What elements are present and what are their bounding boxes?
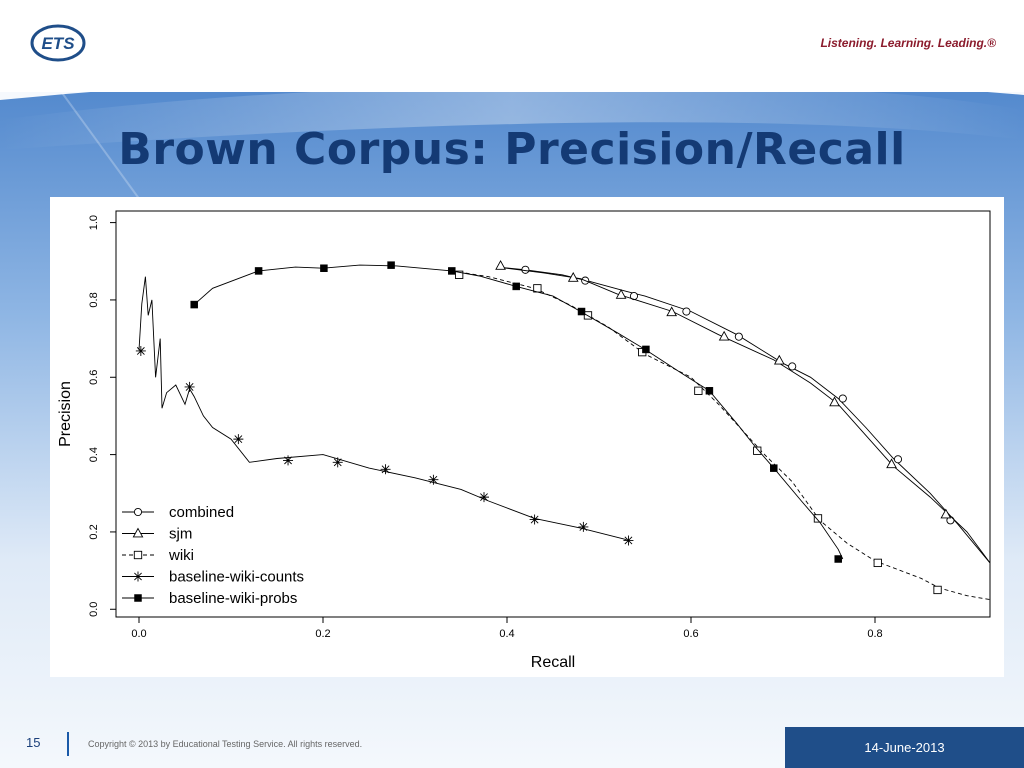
series-line-wiki: [451, 270, 990, 601]
legend-label: combined: [169, 504, 234, 521]
series-marker-baseline-wiki-probs: [834, 555, 842, 563]
series-marker-sjm: [567, 271, 579, 282]
x-tick-label: 0.6: [683, 628, 698, 640]
legend-marker: [133, 571, 143, 582]
slide-title: Brown Corpus: Precision/Recall: [118, 124, 906, 175]
series-marker-baseline-wiki-probs: [254, 267, 263, 275]
legend-marker: [132, 527, 144, 538]
precision-recall-chart: 0.0 0.2 0.4 0.6 0.8 0.0 0.2 0.4 0.6 0.8 1.0 Recall P…: [57, 210, 991, 671]
y-tick-label: 0.4: [88, 447, 100, 462]
ets-logo: ETS: [30, 24, 86, 62]
legend-label: wiki: [168, 547, 194, 564]
series-marker-sjm: [666, 306, 678, 317]
series-marker-wiki: [753, 446, 762, 455]
series-marker-combined: [682, 307, 691, 316]
legend-label: baseline-wiki-probs: [169, 590, 297, 607]
page-number: 15: [26, 735, 41, 750]
series-marker-wiki: [933, 585, 942, 595]
series-marker-baseline-wiki-counts: [233, 434, 244, 445]
series-marker-baseline-wiki-counts: [428, 474, 439, 485]
series-marker-baseline-wiki-counts: [380, 464, 391, 475]
series-marker-sjm: [615, 288, 627, 299]
series-marker-baseline-wiki-probs: [642, 345, 650, 354]
series-marker-baseline-wiki-counts: [479, 492, 489, 503]
legend-marker: [133, 550, 143, 560]
series-marker-sjm: [886, 458, 897, 469]
series-marker-combined: [838, 394, 847, 403]
series-marker-sjm: [829, 396, 840, 407]
series-marker-sjm: [773, 354, 785, 365]
x-tick-label: 0.2: [315, 628, 330, 640]
series-marker-baseline-wiki-probs: [190, 300, 198, 309]
x-tick-label: 0.0: [131, 628, 146, 640]
series-line-sjm: [497, 266, 990, 564]
x-tick-label: 0.4: [499, 628, 514, 640]
series-marker-wiki: [455, 270, 464, 279]
y-tick-label: 1.0: [88, 215, 100, 230]
tagline: Listening. Learning. Leading.®: [820, 36, 996, 50]
series-marker-baseline-wiki-counts: [578, 521, 589, 532]
series-marker-baseline-wiki-counts: [283, 455, 294, 466]
series-marker-baseline-wiki-probs: [577, 307, 586, 316]
series-marker-baseline-wiki-probs: [770, 464, 778, 472]
plot-frame: [115, 210, 991, 618]
series-marker-baseline-wiki-counts: [135, 345, 146, 356]
series-marker-combined: [788, 362, 797, 371]
series-marker-baseline-wiki-counts: [332, 457, 343, 468]
series-marker-baseline-wiki-probs: [320, 264, 328, 272]
series-marker-wiki: [873, 558, 882, 568]
series-line-combined: [497, 266, 990, 564]
series-marker-baseline-wiki-counts: [623, 535, 634, 546]
series-marker-baseline-wiki-probs: [705, 387, 714, 395]
series-marker-baseline-wiki-counts: [529, 514, 540, 525]
x-tick-label: 0.8: [867, 628, 882, 640]
y-tick-label: 0.6: [88, 370, 100, 385]
series-marker-wiki: [813, 514, 823, 523]
chart-panel: 0.0 0.2 0.4 0.6 0.8 0.0 0.2 0.4 0.6 0.8 1.0 Recall P…: [50, 197, 1004, 677]
series-marker-combined: [521, 265, 530, 274]
series-marker-baseline-wiki-probs: [512, 282, 520, 291]
y-axis-label: Precision: [57, 381, 74, 447]
series-line-baseline-wiki-probs: [193, 264, 844, 560]
y-tick-label: 0.2: [88, 524, 100, 539]
y-tick-label: 0.0: [88, 602, 100, 617]
series-marker-combined: [893, 455, 903, 464]
series-marker-sjm: [495, 259, 506, 270]
footer-divider: [67, 732, 69, 756]
legend-marker: [133, 507, 143, 517]
series-marker-sjm: [718, 330, 730, 341]
series-marker-baseline-wiki-counts: [184, 381, 195, 392]
series-marker-baseline-wiki-probs: [448, 267, 456, 275]
legend-label: sjm: [169, 526, 192, 543]
logo-text: ETS: [41, 34, 75, 53]
copyright-text: Copyright © 2013 by Educational Testing …: [88, 739, 363, 749]
series-marker-combined: [734, 332, 743, 341]
series-marker-baseline-wiki-probs: [387, 261, 395, 269]
series-marker-sjm: [940, 508, 952, 519]
x-axis-label: Recall: [531, 654, 575, 671]
y-tick-label: 0.8: [88, 292, 100, 307]
legend-marker: [134, 594, 142, 602]
series-marker-wiki: [694, 386, 703, 395]
series-line-baseline-wiki-counts: [138, 276, 627, 541]
date-label: 14-June-2013: [785, 727, 1024, 768]
legend-label: baseline-wiki-counts: [169, 569, 304, 586]
